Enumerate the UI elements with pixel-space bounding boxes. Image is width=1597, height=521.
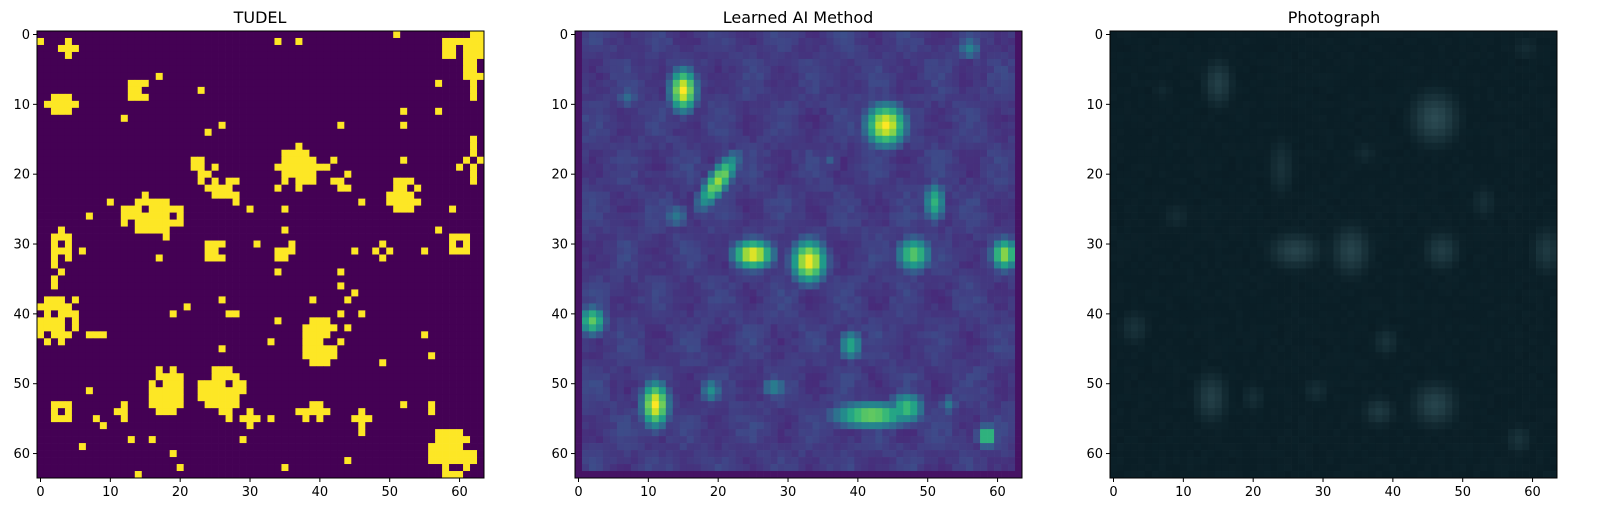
x-tick-label: 10: [102, 485, 119, 500]
panel-title-learned-ai-method: Learned AI Method: [723, 8, 874, 27]
axes-frame-tudel: [36, 30, 485, 479]
y-tick-label: 10: [551, 98, 568, 113]
y-tick-label: 50: [1086, 377, 1103, 392]
y-tick-label: 60: [13, 447, 30, 462]
y-tick-label: 20: [551, 168, 568, 183]
x-tick-label: 0: [574, 485, 582, 500]
y-tick-label: 10: [13, 98, 30, 113]
x-tick-label: 10: [640, 485, 657, 500]
x-tick-label: 10: [1175, 485, 1192, 500]
y-tick-label: 60: [1086, 447, 1103, 462]
y-tick-label: 20: [1086, 168, 1103, 183]
x-tick-label: 30: [780, 485, 797, 500]
x-tick-label: 50: [919, 485, 936, 500]
y-tick-label: 0: [560, 28, 568, 43]
y-tick-label: 10: [1086, 98, 1103, 113]
x-tick-label: 50: [381, 485, 398, 500]
axes-frame-learned-ai-method: [574, 30, 1023, 479]
y-tick-label: 0: [1095, 28, 1103, 43]
axes-frame-photograph: [1109, 30, 1558, 479]
y-tick-label: 40: [1086, 307, 1103, 322]
panel-title-tudel: TUDEL: [233, 8, 287, 27]
y-tick-label: 30: [13, 238, 30, 253]
heatmap-image-learned-ai-method: [575, 31, 1023, 479]
axis-ticks-learned-ai-method: 0 10 20 30 40 50 60 0 10 20 30 40 50 60: [551, 28, 1005, 500]
panel-photograph: Photograph 0 10 20 30 40 50 60 0 10 20 30 40 50 60: [1086, 8, 1558, 500]
y-tick-label: 30: [551, 238, 568, 253]
heatmap-image-tudel: [37, 31, 485, 479]
x-tick-label: 60: [1524, 485, 1541, 500]
x-tick-label: 20: [172, 485, 189, 500]
x-tick-label: 30: [1315, 485, 1332, 500]
axis-ticks-photograph: 0 10 20 30 40 50 60 0 10 20 30 40 50 60: [1086, 28, 1540, 500]
y-tick-label: 50: [13, 377, 30, 392]
panel-title-photograph: Photograph: [1288, 8, 1380, 27]
heatmap-image-photograph: [1110, 31, 1558, 479]
x-tick-label: 50: [1454, 485, 1471, 500]
y-tick-label: 60: [551, 447, 568, 462]
x-tick-label: 40: [312, 485, 329, 500]
x-tick-label: 0: [36, 485, 44, 500]
y-tick-label: 30: [1086, 238, 1103, 253]
x-tick-label: 20: [710, 485, 727, 500]
y-tick-label: 0: [22, 28, 30, 43]
x-tick-label: 30: [242, 485, 259, 500]
axis-ticks-tudel: 0 10 20 30 40 50 60 0 10 20 30 40 50 60: [13, 28, 467, 500]
panel-tudel: TUDEL 0 10 20 30 40 50 60 0 10 20 30 40 50 60: [13, 8, 485, 500]
y-tick-label: 20: [13, 168, 30, 183]
x-tick-label: 0: [1109, 485, 1117, 500]
x-tick-label: 60: [989, 485, 1006, 500]
panel-learned-ai-method: Learned AI Method 0 10 20 30 40 50 60 0 10 20 30 40…: [551, 8, 1023, 500]
y-tick-label: 50: [551, 377, 568, 392]
y-tick-label: 40: [551, 307, 568, 322]
x-tick-label: 40: [850, 485, 867, 500]
x-tick-label: 20: [1245, 485, 1262, 500]
x-tick-label: 40: [1385, 485, 1402, 500]
x-tick-label: 60: [451, 485, 468, 500]
y-tick-label: 40: [13, 307, 30, 322]
